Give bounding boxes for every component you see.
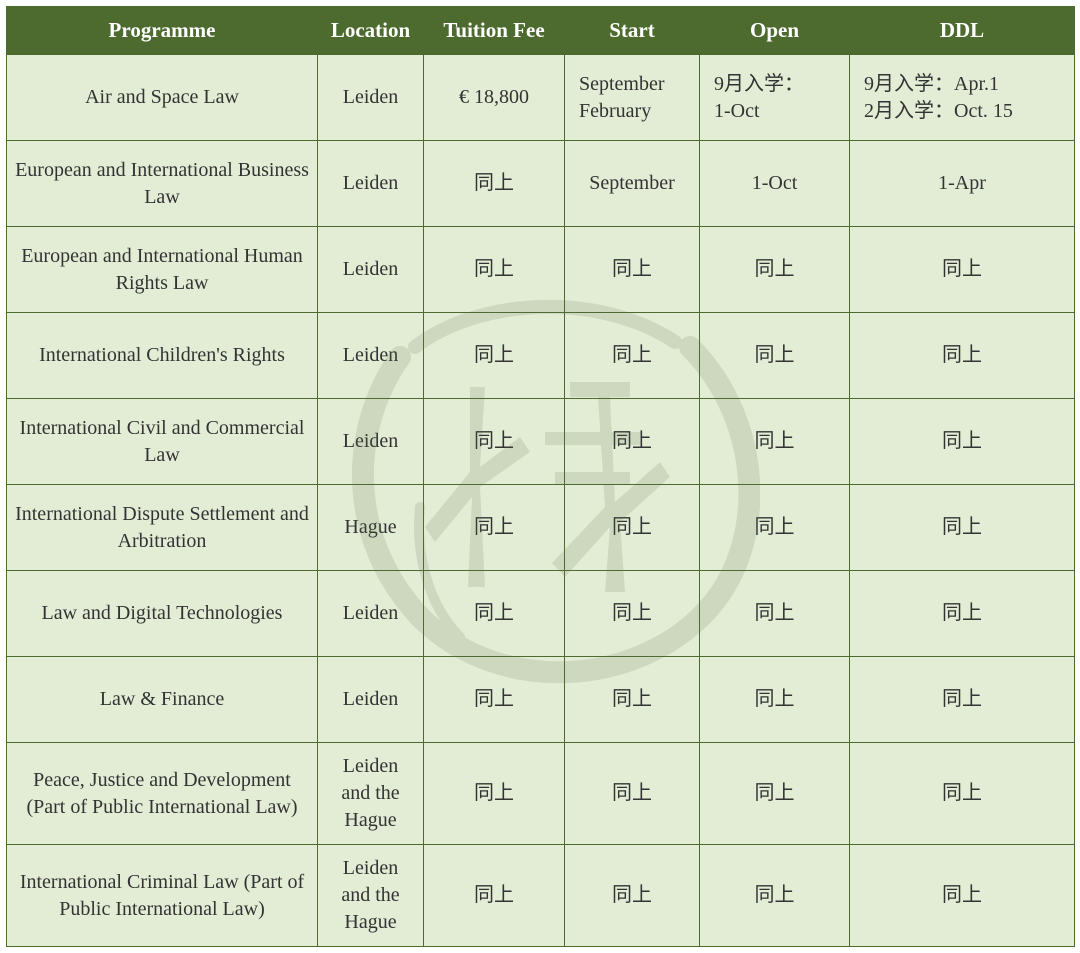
- cell-programme: Law and Digital Technologies: [7, 571, 318, 657]
- cell-location: Leiden: [318, 313, 424, 399]
- cell-ddl: 同上: [850, 657, 1075, 743]
- cell-ddl: 同上: [850, 845, 1075, 947]
- cell-open: 1-Oct: [700, 141, 850, 227]
- cell-start: 同上: [565, 571, 700, 657]
- table-row: International Dispute Settlement and Arb…: [7, 485, 1075, 571]
- cell-location: Leiden: [318, 571, 424, 657]
- cell-tuition: 同上: [424, 571, 565, 657]
- cell-start: 同上: [565, 845, 700, 947]
- cell-ddl: 9月入学：Apr.1 2月入学：Oct. 15: [850, 55, 1075, 141]
- cell-tuition: 同上: [424, 743, 565, 845]
- cell-tuition: 同上: [424, 141, 565, 227]
- cell-start: 同上: [565, 313, 700, 399]
- cell-open: 同上: [700, 571, 850, 657]
- cell-programme: Law & Finance: [7, 657, 318, 743]
- cell-start: 同上: [565, 743, 700, 845]
- cell-programme: Air and Space Law: [7, 55, 318, 141]
- cell-tuition: 同上: [424, 485, 565, 571]
- cell-start: September February: [565, 55, 700, 141]
- cell-start: 同上: [565, 485, 700, 571]
- cell-programme: International Children's Rights: [7, 313, 318, 399]
- col-header-open: Open: [700, 7, 850, 55]
- cell-open: 同上: [700, 845, 850, 947]
- col-header-location: Location: [318, 7, 424, 55]
- cell-ddl: 1-Apr: [850, 141, 1075, 227]
- table-row: Air and Space Law Leiden € 18,800 Septem…: [7, 55, 1075, 141]
- cell-tuition: € 18,800: [424, 55, 565, 141]
- table-row: Law and Digital Technologies Leiden 同上 同…: [7, 571, 1075, 657]
- cell-open: 同上: [700, 227, 850, 313]
- cell-ddl: 同上: [850, 399, 1075, 485]
- cell-location: Leiden: [318, 227, 424, 313]
- cell-tuition: 同上: [424, 399, 565, 485]
- table-body: Air and Space Law Leiden € 18,800 Septem…: [7, 55, 1075, 947]
- cell-location: Leiden: [318, 141, 424, 227]
- programmes-table: Programme Location Tuition Fee Start Ope…: [6, 6, 1075, 947]
- table-row: International Children's Rights Leiden 同…: [7, 313, 1075, 399]
- cell-open: 同上: [700, 657, 850, 743]
- cell-location: Leiden: [318, 399, 424, 485]
- cell-tuition: 同上: [424, 313, 565, 399]
- cell-location: Leiden: [318, 55, 424, 141]
- cell-open: 9月入学： 1-Oct: [700, 55, 850, 141]
- cell-tuition: 同上: [424, 845, 565, 947]
- table-row: International Criminal Law (Part of Publ…: [7, 845, 1075, 947]
- cell-open: 同上: [700, 313, 850, 399]
- cell-ddl: 同上: [850, 485, 1075, 571]
- cell-ddl: 同上: [850, 227, 1075, 313]
- cell-tuition: 同上: [424, 657, 565, 743]
- table-row: Peace, Justice and Development (Part of …: [7, 743, 1075, 845]
- col-header-programme: Programme: [7, 7, 318, 55]
- col-header-ddl: DDL: [850, 7, 1075, 55]
- cell-location: Leiden and the Hague: [318, 845, 424, 947]
- cell-open: 同上: [700, 399, 850, 485]
- cell-programme: European and International Business Law: [7, 141, 318, 227]
- cell-start: 同上: [565, 657, 700, 743]
- cell-start: September: [565, 141, 700, 227]
- cell-programme: Peace, Justice and Development (Part of …: [7, 743, 318, 845]
- header-row: Programme Location Tuition Fee Start Ope…: [7, 7, 1075, 55]
- cell-tuition: 同上: [424, 227, 565, 313]
- cell-open: 同上: [700, 485, 850, 571]
- cell-ddl: 同上: [850, 571, 1075, 657]
- table-row: International Civil and Commercial Law L…: [7, 399, 1075, 485]
- cell-location: Hague: [318, 485, 424, 571]
- cell-location: Leiden: [318, 657, 424, 743]
- cell-programme: International Criminal Law (Part of Publ…: [7, 845, 318, 947]
- cell-ddl: 同上: [850, 313, 1075, 399]
- table-container: Programme Location Tuition Fee Start Ope…: [6, 6, 1074, 947]
- table-row: Law & Finance Leiden 同上 同上 同上 同上: [7, 657, 1075, 743]
- col-header-tuition: Tuition Fee: [424, 7, 565, 55]
- cell-open: 同上: [700, 743, 850, 845]
- table-row: European and International Human Rights …: [7, 227, 1075, 313]
- cell-start: 同上: [565, 399, 700, 485]
- cell-ddl: 同上: [850, 743, 1075, 845]
- cell-start: 同上: [565, 227, 700, 313]
- cell-location: Leiden and the Hague: [318, 743, 424, 845]
- col-header-start: Start: [565, 7, 700, 55]
- cell-programme: European and International Human Rights …: [7, 227, 318, 313]
- table-row: European and International Business Law …: [7, 141, 1075, 227]
- cell-programme: International Civil and Commercial Law: [7, 399, 318, 485]
- cell-programme: International Dispute Settlement and Arb…: [7, 485, 318, 571]
